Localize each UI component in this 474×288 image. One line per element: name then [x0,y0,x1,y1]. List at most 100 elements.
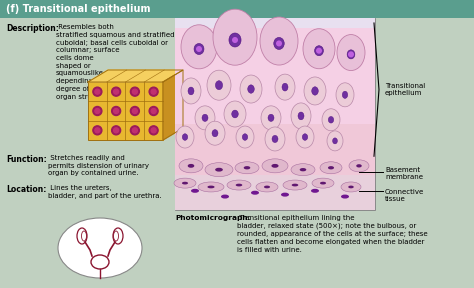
Ellipse shape [251,191,259,195]
Circle shape [95,89,100,94]
Circle shape [132,128,137,133]
Polygon shape [163,70,183,140]
Circle shape [93,107,102,115]
Ellipse shape [302,134,308,140]
Polygon shape [88,70,183,82]
Ellipse shape [268,114,274,122]
FancyBboxPatch shape [88,82,163,140]
Ellipse shape [188,87,194,95]
Circle shape [151,89,156,94]
Text: (f) Transitional epithelium: (f) Transitional epithelium [6,4,151,14]
Ellipse shape [265,127,285,151]
Circle shape [149,107,158,115]
Ellipse shape [315,46,323,56]
Circle shape [151,109,156,113]
Text: Transitional
epithelium: Transitional epithelium [385,83,425,96]
Ellipse shape [256,182,278,192]
Ellipse shape [328,116,334,123]
Ellipse shape [298,112,304,120]
Ellipse shape [260,17,298,65]
Ellipse shape [176,126,194,148]
Circle shape [232,37,238,43]
Text: Lines the ureters,
bladder, and part of the urethra.: Lines the ureters, bladder, and part of … [48,185,162,199]
Circle shape [130,126,139,135]
Ellipse shape [208,185,215,188]
Ellipse shape [205,163,233,177]
Ellipse shape [274,37,284,50]
Ellipse shape [282,83,288,91]
Circle shape [114,128,118,133]
Circle shape [149,87,158,96]
Circle shape [132,109,137,113]
Ellipse shape [232,110,238,118]
Ellipse shape [283,180,307,190]
Circle shape [114,109,118,113]
Ellipse shape [300,168,306,171]
Ellipse shape [174,178,196,188]
Ellipse shape [342,91,348,98]
Circle shape [151,128,156,133]
Text: Photomicrograph:: Photomicrograph: [175,215,250,221]
Circle shape [132,89,137,94]
Ellipse shape [311,189,319,193]
Ellipse shape [188,164,194,168]
Ellipse shape [347,50,355,59]
Ellipse shape [236,126,254,148]
Text: Connective
tissue: Connective tissue [385,189,424,202]
Ellipse shape [182,182,188,185]
Ellipse shape [291,103,311,129]
Ellipse shape [215,81,223,90]
Ellipse shape [244,166,250,169]
Ellipse shape [312,87,319,95]
Circle shape [93,126,102,135]
Ellipse shape [58,218,142,278]
Ellipse shape [272,164,279,168]
Circle shape [276,40,282,46]
Ellipse shape [229,33,241,47]
Ellipse shape [320,162,342,174]
Circle shape [130,107,139,115]
Ellipse shape [304,77,326,105]
Ellipse shape [179,159,203,173]
Circle shape [95,128,100,133]
Circle shape [111,87,120,96]
Bar [175,28,375,124]
Ellipse shape [261,106,281,130]
Ellipse shape [235,162,259,174]
Ellipse shape [291,164,315,176]
Text: Stretches readily and
permits distension of urinary
organ by contained urine.: Stretches readily and permits distension… [48,155,149,177]
Ellipse shape [198,182,224,192]
Ellipse shape [194,43,204,54]
Circle shape [196,46,202,52]
Ellipse shape [312,178,334,188]
Ellipse shape [182,134,188,140]
Ellipse shape [224,101,246,127]
Ellipse shape [181,25,217,69]
Ellipse shape [328,166,334,169]
Text: Basement
membrane: Basement membrane [385,166,423,180]
Ellipse shape [262,159,288,173]
Ellipse shape [356,164,362,168]
Circle shape [111,107,120,115]
Text: Location:: Location: [6,185,46,194]
Circle shape [111,126,120,135]
Ellipse shape [327,131,343,151]
Ellipse shape [336,83,354,107]
Bar [175,18,375,210]
Ellipse shape [303,29,335,69]
Ellipse shape [320,182,326,185]
Text: Description:: Description: [6,24,59,33]
Bar [175,28,375,210]
Ellipse shape [215,168,223,172]
Bar [0,0,474,18]
Ellipse shape [296,126,314,148]
Bar [175,175,375,210]
Ellipse shape [349,160,369,172]
Circle shape [348,51,354,57]
Ellipse shape [333,138,337,144]
Ellipse shape [275,74,295,100]
Ellipse shape [248,85,254,93]
Ellipse shape [341,182,361,192]
Text: Function:: Function: [6,155,47,164]
Ellipse shape [240,75,262,103]
